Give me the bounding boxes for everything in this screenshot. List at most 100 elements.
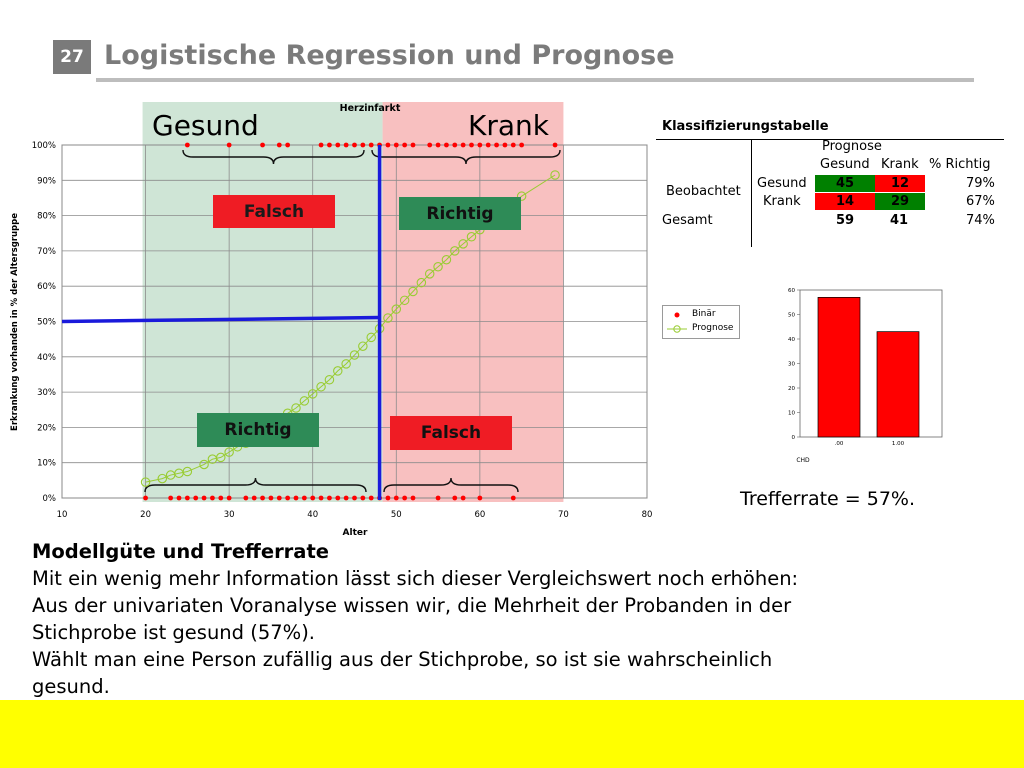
binary-point xyxy=(393,495,399,501)
binary-point xyxy=(393,142,399,148)
cell-gesund-krank: 12 xyxy=(875,175,925,192)
body-line-3: Stichprobe ist gesund (57%). xyxy=(32,621,315,644)
binary-point xyxy=(226,495,232,501)
binary-point xyxy=(452,495,458,501)
binary-point xyxy=(260,495,265,501)
prognosis-point xyxy=(291,403,301,413)
slide-title: Logistische Regression und Prognose xyxy=(104,40,675,71)
brace-bottom-left xyxy=(144,477,367,493)
binary-point xyxy=(210,495,215,501)
prognosis-point xyxy=(366,332,376,343)
col-header-krank: Krank xyxy=(881,157,919,172)
region-label-krank: Krank xyxy=(468,109,550,142)
prognosis-point xyxy=(341,359,351,369)
prognosis-point xyxy=(299,396,310,406)
prognosis-curve xyxy=(145,174,556,483)
binary-point xyxy=(276,142,282,148)
binary-point xyxy=(460,142,466,148)
binary-point xyxy=(368,142,374,148)
binary-point xyxy=(360,142,366,148)
binary-point xyxy=(251,495,257,501)
body-line-2: Aus der univariaten Voranalyse wissen wi… xyxy=(32,594,792,617)
cell-gesamt-krank: 41 xyxy=(890,213,909,228)
bar-y-tick-label: 60 xyxy=(788,288,795,294)
cell-gesamt-pct: 74% xyxy=(966,213,995,228)
prognosis-point xyxy=(358,341,368,351)
y-axis-label: Erkrankung vorhanden in % der Altersgrup… xyxy=(10,213,20,431)
brace-top-left xyxy=(182,149,365,165)
x-tick-label: 20 xyxy=(140,510,151,520)
binary-point xyxy=(385,142,391,148)
cell-krank-krank: 29 xyxy=(875,193,925,210)
x-tick-label: 30 xyxy=(224,510,235,520)
prognosis-point xyxy=(399,295,410,306)
binary-point xyxy=(285,142,291,148)
body-line-5: gesund. xyxy=(32,675,110,698)
prognosis-point xyxy=(550,170,560,180)
binary-point xyxy=(335,142,341,148)
binary-point xyxy=(218,495,224,501)
x-tick-label: 40 xyxy=(307,510,318,520)
prognosis-point xyxy=(140,477,151,487)
y-tick-label: 60% xyxy=(37,282,56,292)
y-tick-label: 30% xyxy=(37,388,56,398)
binary-point xyxy=(285,495,291,501)
y-tick-label: 20% xyxy=(37,423,56,433)
prognosis-point xyxy=(349,350,360,360)
bar-rect xyxy=(876,331,920,438)
binary-point xyxy=(452,142,458,148)
bar-y-tick-label: 40 xyxy=(788,337,795,343)
highlight-band xyxy=(0,700,1024,768)
binary-point xyxy=(502,142,508,148)
x-tick-label: 10 xyxy=(57,510,68,520)
classification-table-title: Klassifizierungstabelle xyxy=(662,119,829,134)
binary-point xyxy=(352,495,357,501)
prognosis-point xyxy=(157,473,168,484)
prognosis-point xyxy=(182,466,193,477)
bar-y-tick-label: 50 xyxy=(788,313,795,319)
cell-krank-gesund: 14 xyxy=(815,193,875,210)
binary-point xyxy=(318,142,324,148)
row-group-beobachtet: Beobachtet xyxy=(666,184,741,199)
x-axis-label: Alter xyxy=(343,528,368,538)
y-tick-label: 0% xyxy=(43,494,57,504)
y-tick-label: 80% xyxy=(37,212,56,222)
row-label-krank: Krank xyxy=(763,194,801,209)
binary-point xyxy=(260,142,265,148)
bar-category-label: .00 xyxy=(835,441,844,447)
title-underline xyxy=(96,78,974,82)
y-tick-label: 70% xyxy=(37,247,56,257)
prognosis-point xyxy=(324,374,335,385)
x-tick-label: 80 xyxy=(642,510,653,520)
binary-point xyxy=(184,495,190,501)
binary-point xyxy=(243,495,249,501)
region-label-gesund: Gesund xyxy=(152,109,259,142)
bar-category-label: 1.00 xyxy=(892,441,905,447)
classification-table-divider-v xyxy=(751,139,752,247)
binary-point xyxy=(469,142,474,148)
binary-point xyxy=(310,495,316,501)
binary-point xyxy=(176,495,182,501)
binary-point xyxy=(343,142,349,148)
binary-point xyxy=(485,142,491,148)
binary-point xyxy=(444,142,449,148)
annotation-falsch-top: Falsch xyxy=(213,195,335,228)
annotation-falsch-bottom: Falsch xyxy=(390,416,512,450)
prognosis-point xyxy=(408,286,418,297)
chart-title: Herzinfarkt xyxy=(340,103,401,114)
binary-point xyxy=(318,495,324,501)
row-label-gesamt: Gesamt xyxy=(662,213,713,228)
legend-binary-label: Binär xyxy=(692,309,716,319)
body-line-1: Mit ein wenig mehr Information lässt sic… xyxy=(32,567,799,590)
binary-point xyxy=(168,495,174,501)
row-label-gesund: Gesund xyxy=(757,176,807,191)
prognosis-point xyxy=(316,382,326,392)
binary-point xyxy=(335,495,341,501)
cell-gesund-pct: 79% xyxy=(966,176,995,191)
brace-bottom-right xyxy=(383,477,519,493)
bar-rect xyxy=(817,297,861,438)
legend-prognosis-marker xyxy=(673,325,681,333)
binary-point xyxy=(410,495,416,501)
binary-point xyxy=(435,495,441,501)
bar-y-tick-label: 30 xyxy=(788,362,795,368)
